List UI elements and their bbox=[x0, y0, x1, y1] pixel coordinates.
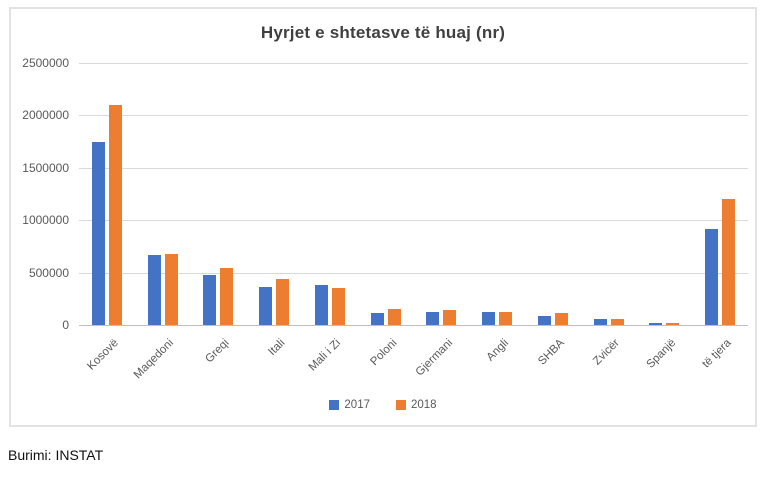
bar-2018 bbox=[499, 312, 513, 325]
x-axis-label: Gjermani bbox=[413, 337, 455, 379]
bar-2017 bbox=[259, 286, 273, 325]
y-axis-tick-label: 0 bbox=[62, 318, 69, 332]
bar-group bbox=[358, 63, 414, 325]
bar-group bbox=[525, 63, 581, 325]
bar-group bbox=[135, 63, 191, 325]
bar-2018 bbox=[220, 267, 234, 325]
legend: 2017 2018 bbox=[11, 399, 755, 411]
gridline bbox=[79, 220, 748, 222]
bar-2018 bbox=[722, 199, 736, 325]
bar-group bbox=[302, 63, 358, 325]
y-axis-tick-label: 2500000 bbox=[22, 56, 69, 70]
y-axis-tick-label: 1500000 bbox=[22, 160, 69, 175]
bar-2018 bbox=[443, 309, 457, 325]
bar-2018 bbox=[331, 287, 345, 325]
bar-2017 bbox=[426, 312, 440, 325]
bar-2018 bbox=[164, 253, 178, 325]
chart-container: Hyrjet e shtetasve të huaj (nr) 0 500000 1… bbox=[9, 7, 757, 427]
legend-label-2017: 2017 bbox=[344, 399, 370, 411]
bar-2018 bbox=[108, 104, 122, 325]
x-axis-label: Maqedoni bbox=[131, 337, 177, 382]
x-axis-label: Greqi bbox=[203, 337, 232, 366]
bar-2018 bbox=[610, 319, 624, 325]
bar-2017 bbox=[203, 274, 217, 325]
x-axis-label: Mali i Zi bbox=[306, 337, 344, 374]
chart-title: Hyrjet e shtetasve të huaj (nr) bbox=[260, 23, 506, 42]
gridline bbox=[79, 63, 748, 64]
x-axis-label: Angli bbox=[484, 337, 511, 364]
bar-2017 bbox=[649, 322, 663, 325]
bar-2017 bbox=[705, 228, 719, 325]
bar-group bbox=[246, 63, 302, 325]
bar-2017 bbox=[482, 311, 496, 325]
legend-swatch-2018 bbox=[396, 400, 406, 410]
source-note: Burimi: INSTAT bbox=[8, 447, 104, 463]
bar-group bbox=[469, 63, 525, 325]
bar-2017 bbox=[147, 254, 161, 325]
x-axis-label: Kosovë bbox=[84, 337, 121, 373]
y-axis-tick-label: 500000 bbox=[28, 265, 69, 280]
x-axis-label: të tjera bbox=[700, 337, 734, 371]
bar-group bbox=[191, 63, 247, 325]
x-axis-label: Spanjë bbox=[644, 337, 678, 371]
plot-area: Kosovë Maqedoni Greqi Itali Mali i Zi Poloni G… bbox=[79, 63, 748, 381]
bar-2018 bbox=[276, 279, 290, 325]
gridline bbox=[79, 272, 748, 274]
gridline bbox=[79, 167, 748, 169]
bar-group bbox=[637, 63, 693, 325]
x-axis-label: Zvicër bbox=[591, 337, 623, 368]
bar-2018 bbox=[387, 308, 401, 325]
legend-label-2018: 2018 bbox=[411, 399, 437, 411]
y-axis: 0 500000 1000000 1500000 2000000 2500000 bbox=[11, 57, 69, 331]
bar-2017 bbox=[91, 141, 105, 325]
bar-group bbox=[692, 63, 748, 325]
bar-2017 bbox=[537, 315, 551, 325]
bar-2017 bbox=[370, 313, 384, 325]
bar-2017 bbox=[314, 285, 328, 325]
x-axis-label: Poloni bbox=[368, 337, 400, 369]
legend-item-2017: 2017 bbox=[329, 399, 370, 411]
bar-group bbox=[79, 63, 135, 325]
bar-2018 bbox=[554, 313, 568, 325]
bar-group bbox=[581, 63, 637, 325]
x-axis-line bbox=[79, 325, 748, 326]
bar-group bbox=[414, 63, 470, 325]
bar-2018 bbox=[666, 323, 680, 325]
legend-swatch-2017 bbox=[329, 400, 340, 410]
legend-item-2018: 2018 bbox=[396, 399, 437, 411]
gridline bbox=[79, 115, 748, 117]
y-axis-tick-label: 2000000 bbox=[22, 108, 69, 123]
y-axis-tick-label: 1000000 bbox=[22, 213, 69, 228]
x-axis-label: Itali bbox=[266, 337, 288, 359]
x-axis-label: SHBA bbox=[535, 337, 567, 368]
bar-2017 bbox=[593, 318, 607, 325]
